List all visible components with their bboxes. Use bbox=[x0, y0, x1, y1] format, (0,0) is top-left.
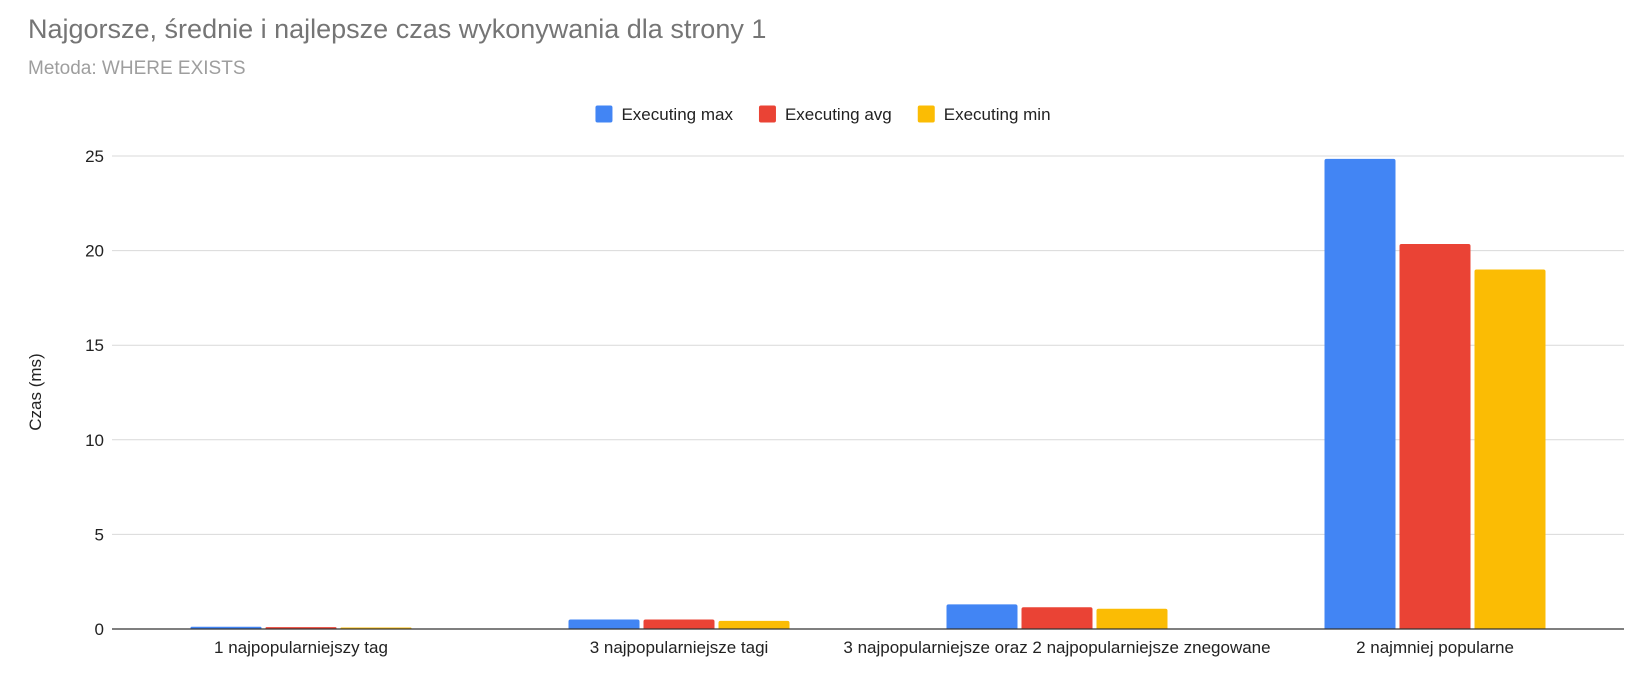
bar-2-series-3 bbox=[719, 621, 790, 629]
y-axis-label: Czas (ms) bbox=[26, 353, 45, 430]
y-tick-label: 25 bbox=[85, 147, 104, 166]
legend-swatch bbox=[595, 106, 612, 123]
bars bbox=[191, 159, 1546, 629]
bar-3-series-1 bbox=[947, 604, 1018, 629]
y-tick-labels: 0 5 10 15 20 25 bbox=[85, 147, 104, 639]
legend-item: Executing min bbox=[918, 105, 1051, 124]
x-tick-label: 2 najmniej popularne bbox=[1356, 638, 1514, 657]
legend: Executing max Executing avg Executing min bbox=[595, 105, 1050, 124]
bar-4-series-1 bbox=[1325, 159, 1396, 629]
bar-4-series-3 bbox=[1475, 270, 1546, 629]
bar-2-series-2 bbox=[644, 620, 715, 629]
legend-swatch bbox=[918, 106, 935, 123]
legend-label: Executing max bbox=[621, 105, 733, 124]
legend-item: Executing avg bbox=[759, 105, 892, 124]
legend-swatch bbox=[759, 106, 776, 123]
y-tick-label: 5 bbox=[95, 525, 104, 544]
x-tick-labels: 1 najpopularniejszy tag 3 najpopularniejs… bbox=[214, 638, 1514, 657]
legend-label: Executing min bbox=[944, 105, 1051, 124]
x-tick-label: 1 najpopularniejszy tag bbox=[214, 638, 388, 657]
bar-2-series-1 bbox=[569, 620, 640, 629]
y-tick-label: 20 bbox=[85, 242, 104, 261]
bar-4-series-2 bbox=[1400, 244, 1471, 629]
bar-3-series-3 bbox=[1097, 609, 1168, 629]
bar-3-series-2 bbox=[1022, 607, 1093, 629]
grid-lines bbox=[112, 156, 1624, 534]
x-tick-label: 3 najpopularniejsze oraz 2 najpopularnie… bbox=[843, 638, 1270, 657]
legend-label: Executing avg bbox=[785, 105, 892, 124]
y-tick-label: 15 bbox=[85, 336, 104, 355]
y-tick-label: 10 bbox=[85, 431, 104, 450]
legend-item: Executing max bbox=[595, 105, 733, 124]
y-tick-label: 0 bbox=[95, 620, 104, 639]
x-tick-label: 3 najpopularniejsze tagi bbox=[590, 638, 769, 657]
